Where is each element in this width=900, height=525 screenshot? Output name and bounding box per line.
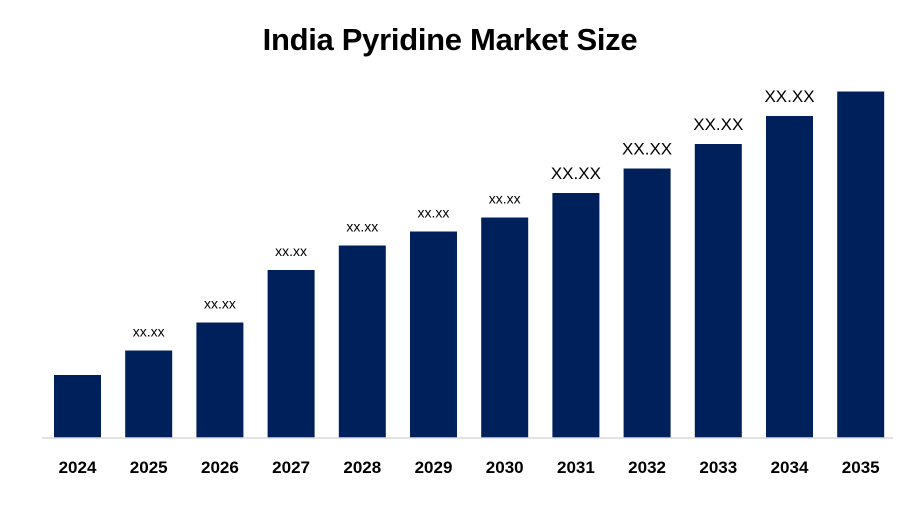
data-label-2031: XX.XX — [551, 164, 601, 183]
x-tick-label-2031: 2031 — [557, 458, 595, 477]
x-tick-label-2033: 2033 — [699, 458, 737, 477]
bar-2035 — [837, 91, 885, 438]
data-label-2028: xx.xx — [346, 219, 378, 235]
x-tick-label-2028: 2028 — [343, 458, 381, 477]
x-tick-label-2025: 2025 — [130, 458, 168, 477]
x-tick-label-2034: 2034 — [771, 458, 809, 477]
bar-2028 — [338, 245, 386, 438]
x-tick-label-2027: 2027 — [272, 458, 310, 477]
data-label-2029: xx.xx — [418, 205, 450, 221]
bar-2031 — [552, 193, 600, 438]
x-tick-label-2030: 2030 — [486, 458, 524, 477]
data-labels-layer: xx.xx xx.xx xx.xx xx.xx xx.xx xx.xx XX.XX XX.XX… — [133, 87, 815, 340]
bar-2024 — [54, 375, 101, 438]
x-tick-label-2035: 2035 — [842, 458, 880, 477]
data-label-2027: xx.xx — [275, 243, 307, 259]
data-label-2032: XX.XX — [622, 140, 672, 159]
bar-2032 — [623, 168, 671, 438]
bar-2026 — [196, 322, 244, 438]
x-tick-label-2024: 2024 — [59, 458, 97, 477]
data-label-2034: XX.XX — [764, 87, 814, 106]
bar-2025 — [125, 350, 173, 438]
data-label-2025: xx.xx — [133, 324, 165, 340]
x-tick-label-2029: 2029 — [415, 458, 453, 477]
bar-2027 — [267, 270, 315, 438]
bar-2033 — [694, 144, 742, 438]
data-label-2026: xx.xx — [204, 296, 236, 312]
x-tick-label-2026: 2026 — [201, 458, 239, 477]
bars-layer — [54, 91, 885, 438]
bar-2030 — [481, 217, 529, 438]
chart-title: India Pyridine Market Size — [262, 22, 638, 57]
x-tick-label-2032: 2032 — [628, 458, 666, 477]
bar-2034 — [766, 116, 813, 438]
data-label-2030: xx.xx — [489, 191, 521, 207]
x-tick-labels-layer: 2024 2025 2026 2027 2028 2029 2030 2031 2032 2033… — [59, 458, 880, 477]
bar-2029 — [410, 231, 457, 438]
data-label-2033: XX.XX — [693, 115, 743, 134]
